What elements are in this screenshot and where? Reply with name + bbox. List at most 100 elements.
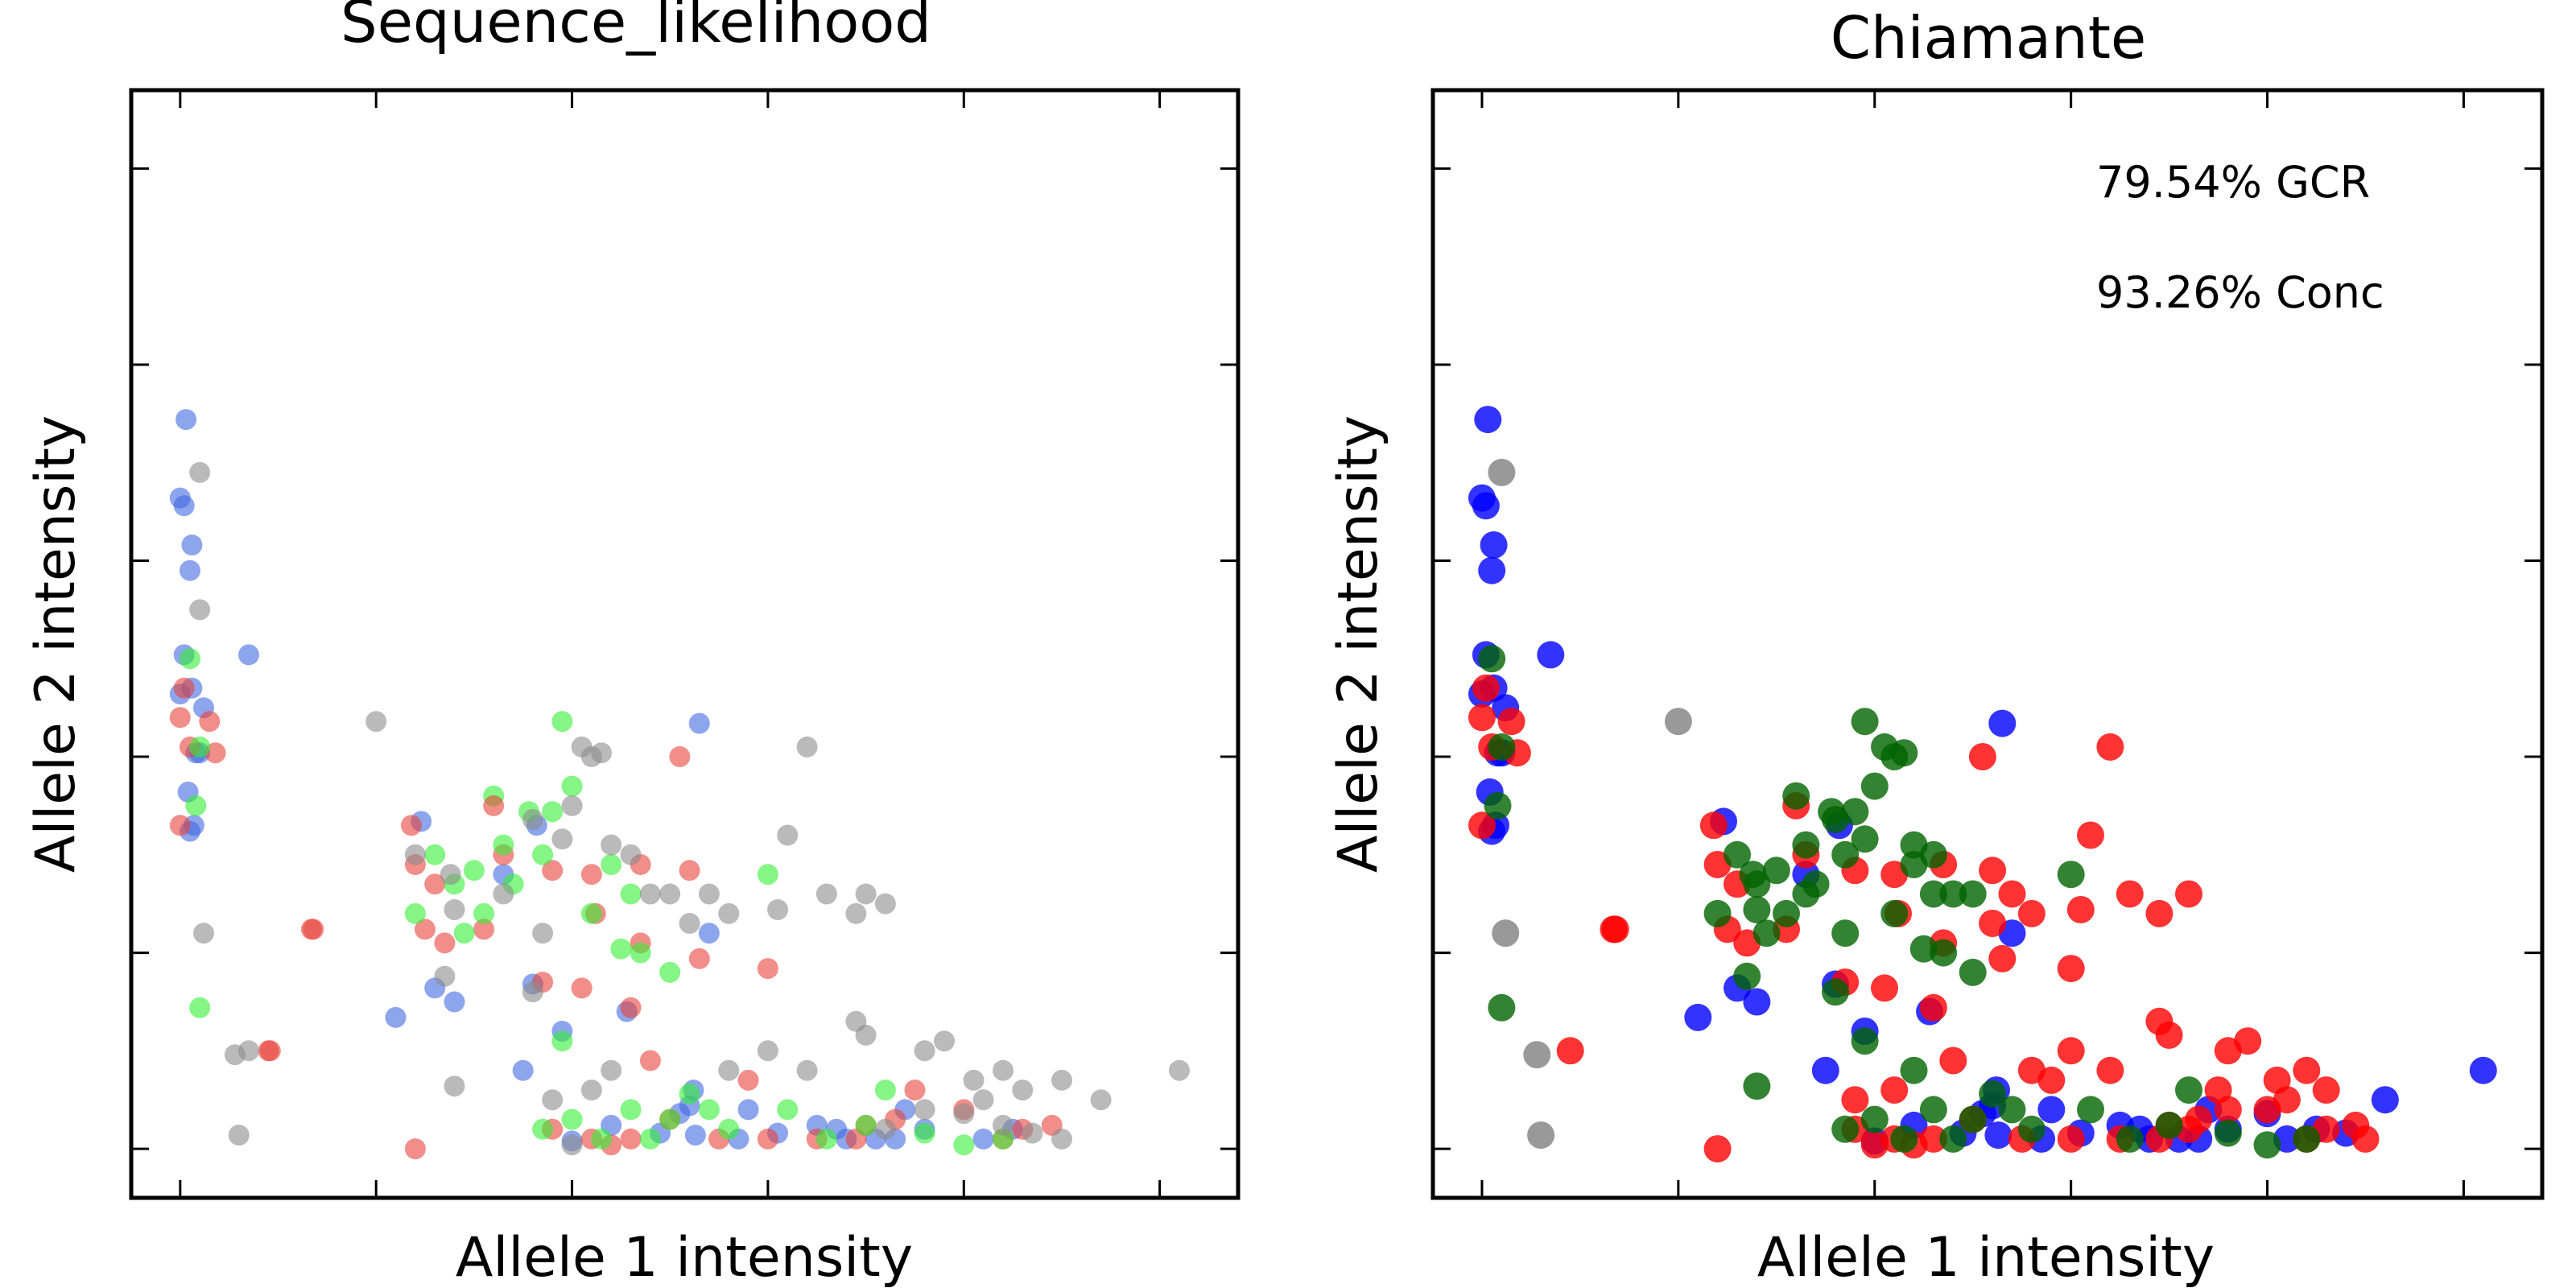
- data-point-red-light: [580, 864, 602, 886]
- data-point-gray-light: [659, 883, 681, 905]
- data-point-red-light: [259, 1040, 281, 1062]
- data-point-red: [2017, 1056, 2046, 1084]
- points-layer: [1468, 406, 2497, 1163]
- data-point-red-light: [620, 1128, 642, 1150]
- data-point-gray-light: [934, 1030, 955, 1052]
- data-point-green: [1743, 1072, 1771, 1100]
- data-point-blue-light: [684, 1125, 706, 1146]
- data-point-gray-light: [189, 599, 211, 621]
- data-point-green: [1939, 1125, 1967, 1153]
- data-point-red: [1468, 704, 1496, 732]
- data-point-red: [2155, 1021, 2183, 1049]
- data-point-green-light: [757, 864, 778, 886]
- data-point-gray-light: [601, 834, 622, 856]
- axis-ticks: [131, 90, 1238, 1198]
- data-point-green-light: [620, 883, 642, 905]
- data-point-green: [1831, 1115, 1860, 1143]
- data-point-gray-light: [874, 1118, 896, 1140]
- data-point-red-light: [401, 815, 422, 836]
- data-point-green: [1919, 840, 1947, 869]
- data-point-gray-light: [963, 1069, 985, 1091]
- data-point-gray-light: [404, 844, 426, 865]
- data-point-red: [2077, 821, 2104, 849]
- data-point-green-light: [493, 834, 514, 856]
- data-point-gray-light: [993, 1059, 1013, 1081]
- data-point-red: [1979, 910, 2007, 937]
- data-point-gray-light: [620, 844, 642, 865]
- x-axis-label: Allele 1 intensity: [1757, 1226, 2215, 1288]
- data-point-blue-light: [175, 409, 197, 431]
- axis-ticks: [1433, 90, 2542, 1198]
- plot-frame: [129, 88, 1241, 1200]
- data-point-red-light: [571, 977, 592, 999]
- data-point-red: [1880, 1076, 1909, 1104]
- data-point-gray-light: [874, 893, 896, 914]
- data-point-gray-light: [532, 923, 554, 944]
- data-point-green-light: [659, 1108, 681, 1130]
- data-point-blue-light: [173, 495, 195, 517]
- x-axis-label: Allele 1 intensity: [456, 1226, 913, 1288]
- data-point-green: [1851, 1027, 1879, 1055]
- data-point-green-light: [601, 854, 622, 875]
- data-point-blue: [1984, 1121, 2013, 1150]
- data-point-red: [2066, 896, 2095, 923]
- data-point-green: [1919, 1096, 1947, 1124]
- panel-sequence-likelihood: Sequence_likelihood Allele 1 intensity A…: [24, 0, 1241, 1288]
- data-point-blue: [1474, 406, 1502, 434]
- data-point-gray-light: [580, 1080, 602, 1101]
- data-point-blue-light: [181, 535, 203, 555]
- data-point-green-light: [180, 648, 200, 670]
- data-point-green: [1724, 840, 1751, 869]
- data-point-red-light: [904, 1080, 926, 1101]
- data-point-green-light: [189, 997, 211, 1018]
- data-point-green: [1930, 939, 1958, 967]
- data-point-gray-light: [193, 923, 214, 944]
- data-point-gray-light: [444, 1075, 465, 1097]
- data-point-gray-light: [1012, 1080, 1034, 1101]
- data-point-red: [2017, 899, 2046, 927]
- data-point-gray-light: [601, 1059, 622, 1081]
- data-point-gray-light: [1169, 1059, 1190, 1081]
- data-point-gray-light: [1051, 1069, 1072, 1091]
- data-point-blue-light: [180, 559, 200, 581]
- data-point-green: [1860, 772, 1889, 800]
- data-point-gray-light: [434, 965, 456, 987]
- data-point-green: [1890, 739, 1918, 767]
- data-point-green-light: [532, 844, 554, 865]
- data-point-green: [1919, 880, 1947, 908]
- data-point-gray: [1523, 1041, 1551, 1069]
- data-point-red-light: [679, 860, 700, 881]
- data-point-red: [1998, 880, 2026, 908]
- data-point-red: [1468, 811, 1496, 840]
- data-point-green-light: [718, 1118, 740, 1140]
- data-point-green-light: [463, 860, 485, 881]
- data-point-green: [1860, 1105, 1889, 1133]
- data-point-green-light: [679, 1083, 700, 1104]
- data-point-red: [2057, 1125, 2085, 1153]
- data-point-gray-light: [914, 1040, 935, 1062]
- data-point-green: [1959, 880, 1987, 908]
- data-point-green-light: [630, 942, 651, 964]
- data-point-red-light: [669, 746, 691, 767]
- data-point-gray-light: [993, 1114, 1013, 1136]
- data-point-green-light: [453, 923, 475, 944]
- data-point-blue: [1480, 531, 1508, 559]
- data-point-gray-light: [757, 1040, 778, 1062]
- data-point-green-light: [914, 1122, 935, 1144]
- data-point-blue-light: [238, 644, 259, 666]
- data-point-red: [1871, 974, 1898, 1002]
- data-point-gray-light: [845, 902, 867, 924]
- data-point-green-light: [551, 1030, 573, 1052]
- data-point-blue-light: [972, 1128, 994, 1150]
- data-point-red: [1556, 1037, 1584, 1065]
- data-point-green-light: [874, 1080, 896, 1101]
- data-point-green-light: [815, 1128, 837, 1150]
- data-point-red: [1699, 811, 1728, 840]
- data-point-gray-light: [767, 899, 789, 920]
- data-point-blue-light: [698, 923, 720, 944]
- data-point-green: [1959, 958, 1987, 986]
- chart-title: Chiamante: [1831, 4, 2146, 72]
- data-point-red: [1968, 743, 1996, 770]
- data-point-green-light: [620, 1099, 642, 1121]
